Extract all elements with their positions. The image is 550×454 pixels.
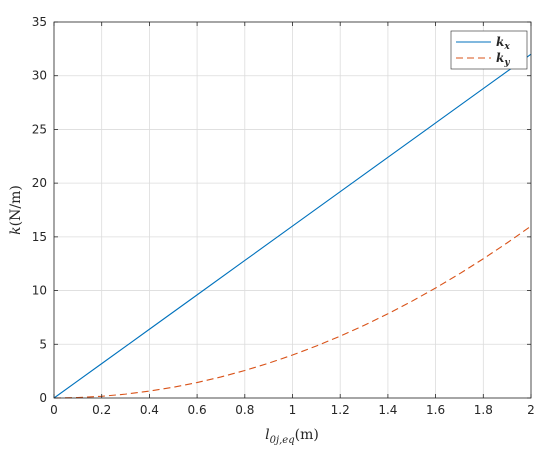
y-tick-label: 35 — [32, 15, 47, 29]
y-tick-label: 25 — [32, 122, 47, 136]
x-tick-label: 1.8 — [474, 403, 493, 417]
series-line-k-x — [53, 53, 532, 399]
x-tick-label: 1 — [289, 403, 297, 417]
x-tick-label: 1.6 — [426, 403, 445, 417]
legend-label-k-x: kx — [496, 35, 510, 52]
x-tick-label: 0.2 — [92, 403, 111, 417]
x-axis-label: l0j,eq(m) — [265, 427, 319, 446]
series-layer — [53, 53, 532, 399]
y-axis-label: k(N/m) — [8, 185, 24, 235]
series-line-k-y — [53, 225, 532, 399]
x-tick-label: 1.4 — [378, 403, 397, 417]
legend-box — [450, 30, 528, 70]
y-tick-label: 30 — [32, 69, 47, 83]
x-tick-label: 2 — [527, 403, 535, 417]
y-tick-label: 15 — [32, 230, 47, 244]
y-tick-label: 5 — [39, 337, 47, 351]
y-tick-label: 10 — [32, 284, 47, 298]
y-tick-label: 0 — [39, 391, 47, 405]
x-tick-label: 1.2 — [331, 403, 350, 417]
x-tick-label: 0.4 — [140, 403, 159, 417]
x-tick-label: 0 — [50, 403, 58, 417]
y-tick-label: 20 — [32, 176, 47, 190]
legend-label-k-y: ky — [496, 51, 510, 68]
x-tick-label: 0.6 — [188, 403, 207, 417]
ticks: 0 0.2 0.4 0.6 0.8 1 1.2 1.4 1.6 1.8 20510152025303… — [32, 15, 535, 417]
x-tick-label: 0.8 — [235, 403, 254, 417]
